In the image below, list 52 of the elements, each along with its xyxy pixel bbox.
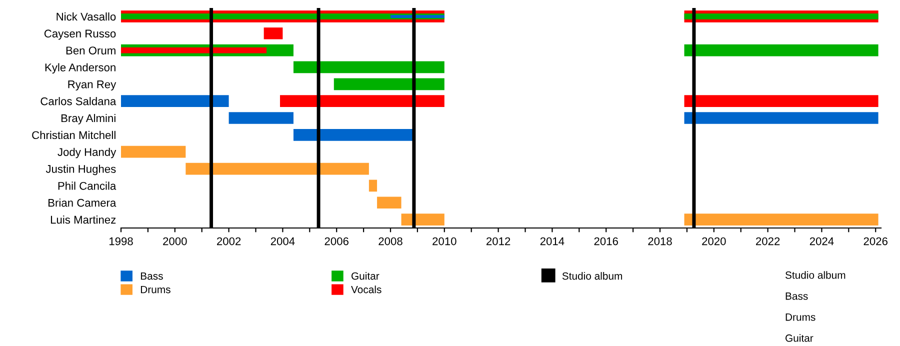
y-tick-label: Ben Orum bbox=[66, 46, 116, 54]
y-tick-label: Luis Martinez bbox=[50, 216, 116, 224]
bar bbox=[293, 61, 444, 74]
y-tick-label: Ryan Rey bbox=[68, 80, 116, 90]
y-tick-label: Brian Camera bbox=[48, 198, 116, 207]
x-tick-label: 2010 bbox=[432, 237, 456, 246]
x-tick-label: 2002 bbox=[217, 237, 241, 246]
text: Bass bbox=[786, 292, 808, 300]
bar bbox=[368, 180, 378, 192]
text: Studio album bbox=[785, 271, 846, 279]
bar bbox=[684, 95, 878, 107]
x-tick-label: 2006 bbox=[324, 237, 348, 246]
text: Guitar bbox=[786, 334, 814, 342]
y-tick-label: Bray Almini bbox=[61, 114, 116, 124]
x-tick-label: 2000 bbox=[163, 237, 187, 246]
y-tick-label: Phil Cancila bbox=[58, 182, 116, 190]
x-tick-label: 2018 bbox=[648, 237, 672, 246]
bar bbox=[228, 112, 294, 124]
bar bbox=[121, 95, 229, 107]
y-tick-label: Caysen Russo bbox=[44, 30, 116, 40]
x-tick-label: 2024 bbox=[810, 237, 834, 246]
text: Drums bbox=[786, 314, 816, 321]
legend-label: Bass bbox=[140, 272, 163, 280]
bar bbox=[377, 196, 402, 209]
bar bbox=[390, 14, 444, 18]
bar bbox=[334, 78, 444, 90]
legend-label: Guitar bbox=[352, 272, 380, 280]
x-tick-label: 2022 bbox=[756, 237, 780, 246]
x-tick-label: 2026 bbox=[864, 237, 888, 246]
y-tick-label: Carlos Saldana bbox=[40, 97, 116, 106]
x-tick-label: 2004 bbox=[270, 237, 295, 246]
x-tick-label: 2016 bbox=[594, 237, 618, 246]
y-tick-label: Kyle Anderson bbox=[45, 63, 116, 74]
y-tick-label: Jody Handy bbox=[58, 148, 116, 158]
bar bbox=[121, 146, 186, 158]
bar bbox=[684, 214, 878, 226]
x-tick-label: 2008 bbox=[378, 237, 402, 246]
y-tick-label: Christian Mitchell bbox=[32, 130, 116, 140]
bar bbox=[280, 95, 444, 107]
bar bbox=[186, 162, 369, 175]
legend-label: Drums bbox=[140, 286, 170, 294]
bar bbox=[264, 27, 283, 40]
y-tick-label: Justin Hughes bbox=[46, 164, 116, 176]
x-tick-label: 2020 bbox=[702, 237, 726, 246]
y-tick-label: Nick Vasallo bbox=[56, 12, 116, 21]
bar bbox=[401, 214, 444, 226]
x-tick-label: 2012 bbox=[486, 237, 510, 246]
legend-label: Vocals bbox=[351, 286, 382, 294]
x-tick-label: 1998 bbox=[109, 237, 133, 246]
x-tick-label: 2014 bbox=[540, 237, 564, 246]
legend-label: Studio album bbox=[562, 272, 622, 280]
bar bbox=[684, 112, 878, 124]
